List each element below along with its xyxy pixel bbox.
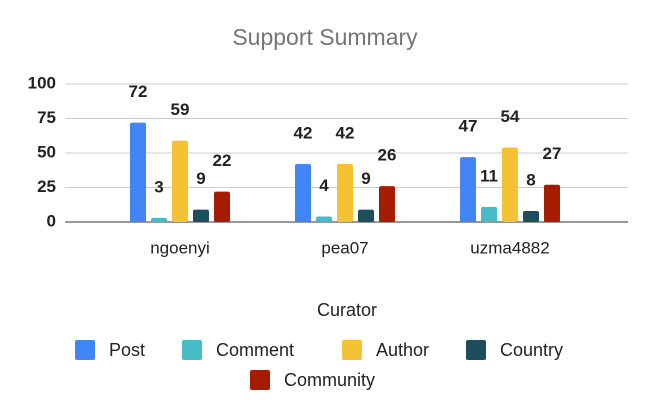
data-label: 47: [459, 117, 478, 136]
legend-label: Comment: [216, 340, 294, 360]
bar: [358, 209, 374, 222]
legend-swatch: [342, 340, 362, 360]
bar: [193, 209, 209, 222]
y-tick-label: 50: [37, 142, 56, 161]
x-tick-label: pea07: [321, 238, 368, 257]
data-label: 59: [171, 100, 190, 119]
chart-title: Support Summary: [232, 24, 418, 50]
bar: [523, 210, 539, 222]
bar: [379, 186, 395, 222]
y-tick-label: 0: [47, 211, 56, 230]
data-label: 11: [480, 166, 498, 185]
bar: [295, 164, 311, 222]
bar: [130, 122, 146, 222]
legend-swatch: [75, 340, 95, 360]
data-label: 22: [213, 151, 232, 170]
data-label: 3: [154, 177, 163, 196]
bar: [460, 157, 476, 222]
bar: [214, 191, 230, 222]
legend-label: Author: [376, 340, 429, 360]
y-tick-label: 75: [37, 108, 56, 127]
bar: [481, 206, 497, 222]
bar: [544, 184, 560, 222]
data-label: 42: [294, 124, 313, 143]
bar: [337, 164, 353, 222]
data-label: 42: [336, 124, 355, 143]
legend-label: Country: [500, 340, 563, 360]
legend-swatch: [250, 370, 270, 390]
y-tick-label: 100: [28, 73, 56, 92]
legend-label: Post: [109, 340, 145, 360]
data-label: 8: [526, 170, 535, 189]
bar: [316, 216, 332, 222]
bar: [172, 140, 188, 222]
data-label: 27: [543, 144, 562, 163]
bar: [151, 217, 167, 222]
data-label: 54: [501, 107, 520, 126]
legend-swatch: [466, 340, 486, 360]
data-label: 9: [196, 169, 205, 188]
x-tick-label: ngoenyi: [150, 238, 210, 257]
x-axis-title: Curator: [317, 300, 377, 320]
x-tick-label: uzma4882: [470, 238, 549, 257]
legend-swatch: [182, 340, 202, 360]
data-label: 9: [361, 169, 370, 188]
legend-label: Community: [284, 370, 375, 390]
data-label: 72: [129, 82, 148, 101]
data-label: 26: [378, 146, 397, 165]
data-label: 4: [319, 176, 329, 195]
bar: [502, 147, 518, 222]
y-tick-label: 25: [37, 177, 56, 196]
